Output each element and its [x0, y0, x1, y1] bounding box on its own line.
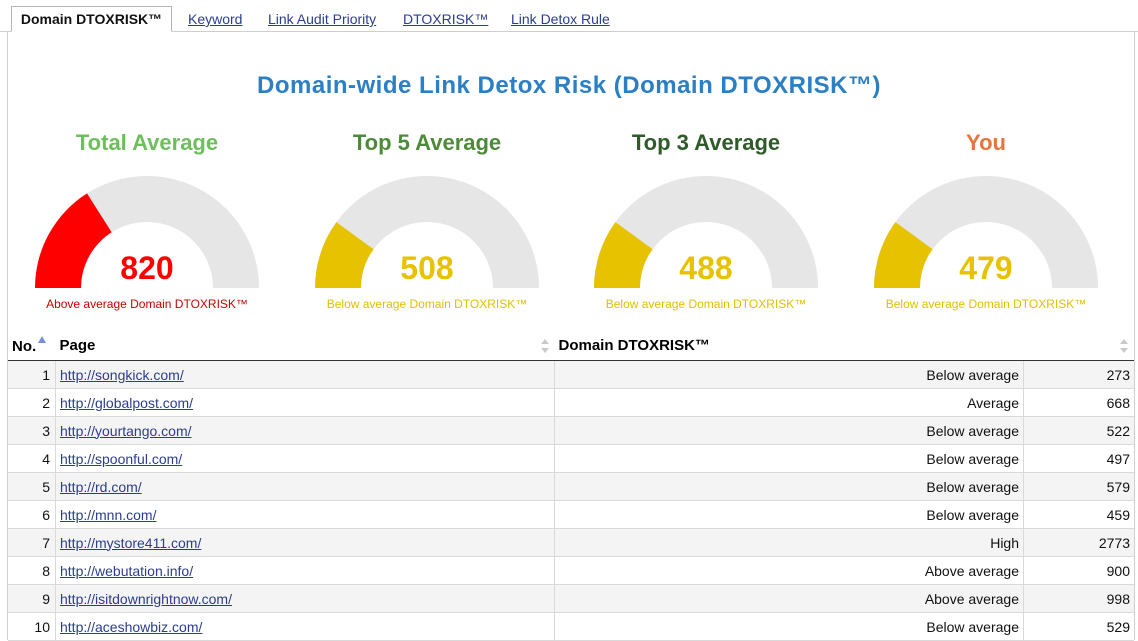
- row-number: 7: [8, 528, 56, 557]
- gauge-value-total-average: 820: [120, 250, 174, 286]
- tab-keyword[interactable]: Keyword: [188, 11, 243, 27]
- risk-level-cell: Below average: [554, 472, 1024, 501]
- tab-bar: Domain DTOXRISK™ Keyword Link Audit Prio…: [0, 0, 1138, 32]
- gauge-title-you: You: [966, 130, 1006, 155]
- gauge-value-top3-average: 488: [679, 250, 733, 286]
- tab-link-audit-priority[interactable]: Link Audit Priority: [268, 11, 377, 27]
- column-header-no-label: No.: [12, 338, 37, 355]
- page-cell: http://yourtango.com/: [55, 416, 555, 445]
- column-header-no[interactable]: No.: [8, 331, 56, 361]
- row-number: 5: [8, 472, 56, 501]
- risk-level-cell: Above average: [554, 584, 1024, 613]
- page-title: Domain-wide Link Detox Risk (Domain DTOX…: [257, 72, 881, 99]
- gauge-desc-top5-average: Below average Domain DTOXRISK™: [326, 297, 528, 311]
- page-cell: http://songkick.com/: [55, 360, 555, 389]
- gauge-title-top5-average: Top 5 Average: [352, 130, 502, 155]
- sort-icon: [540, 339, 549, 353]
- page-link[interactable]: http://isitdownrightnow.com/: [60, 590, 232, 607]
- gauge-you: [874, 175, 1098, 288]
- row-number: 8: [8, 556, 56, 585]
- page-cell: http://mnn.com/: [55, 500, 555, 529]
- risk-score-cell: 497: [1023, 444, 1134, 473]
- page-link[interactable]: http://globalpost.com/: [60, 394, 194, 411]
- table-body: 1 http://songkick.com/Below average 273 2 ht…: [8, 360, 1134, 641]
- gauge-desc-you: Below average Domain DTOXRISK™: [885, 297, 1087, 311]
- page-link[interactable]: http://webutation.info/: [60, 562, 194, 579]
- gauge-desc-top3-average: Below average Domain DTOXRISK™: [605, 297, 807, 311]
- risk-score-cell: 2773: [1023, 528, 1134, 557]
- risk-level-cell: Below average: [554, 612, 1024, 641]
- row-number: 1: [8, 360, 56, 389]
- column-header-risk-label: Domain DTOXRISK™: [558, 337, 710, 354]
- risk-score-cell: 668: [1023, 388, 1134, 417]
- gauge-title-top3-average: Top 3 Average: [631, 130, 781, 155]
- risk-level-cell: Below average: [554, 500, 1024, 529]
- table-row: 1 http://songkick.com/Below average 273: [8, 360, 1134, 389]
- tab-domain-dtoxrisk[interactable]: Domain DTOXRISK™: [11, 6, 172, 32]
- page-link[interactable]: http://rd.com/: [60, 478, 142, 495]
- page-cell: http://globalpost.com/: [55, 388, 555, 417]
- risk-level-cell: Below average: [554, 416, 1024, 445]
- page-cell: http://webutation.info/: [55, 556, 555, 585]
- page-link[interactable]: http://songkick.com/: [60, 366, 184, 383]
- page-link[interactable]: http://yourtango.com/: [60, 422, 192, 439]
- sort-ascending-icon: [38, 336, 47, 343]
- column-header-page[interactable]: Page: [55, 331, 555, 361]
- tab-dtoxrisk[interactable]: DTOXRISK™: [403, 11, 489, 27]
- row-number: 10: [8, 612, 56, 641]
- page-link[interactable]: http://mystore411.com/: [60, 534, 202, 551]
- results-table: No. Page Domain DTOXRISK™ 1 http://songki…: [8, 331, 1134, 641]
- gauge-top3-average: [594, 175, 818, 288]
- risk-score-cell: 273: [1023, 360, 1134, 389]
- row-number: 2: [8, 388, 56, 417]
- page-cell: http://rd.com/: [55, 472, 555, 501]
- content-border-left: [7, 31, 8, 640]
- page-cell: http://aceshowbiz.com/: [55, 612, 555, 641]
- risk-score-cell: 529: [1023, 612, 1134, 641]
- gauge-top5-average: [315, 175, 539, 288]
- gauge-value-you: 479: [959, 250, 1013, 286]
- column-header-risk[interactable]: Domain DTOXRISK™: [554, 331, 1134, 361]
- page-link[interactable]: http://aceshowbiz.com/: [60, 618, 203, 635]
- table-row: 4 http://spoonful.com/Below average 497: [8, 444, 1134, 473]
- content-border-right: [1134, 31, 1135, 640]
- risk-score-cell: 579: [1023, 472, 1134, 501]
- page-cell: http://mystore411.com/: [55, 528, 555, 557]
- gauge-total-average: [35, 175, 259, 288]
- risk-score-cell: 998: [1023, 584, 1134, 613]
- risk-level-cell: Below average: [554, 360, 1024, 389]
- table-row: 8 http://webutation.info/Above average 900: [8, 556, 1134, 585]
- table-header-row: No. Page Domain DTOXRISK™: [8, 331, 1134, 361]
- table-row: 2 http://globalpost.com/Average 668: [8, 388, 1134, 417]
- sort-icon: [1120, 339, 1128, 353]
- table-row: 6 http://mnn.com/Below average 459: [8, 500, 1134, 529]
- tab-bar-divider: [0, 31, 1138, 32]
- risk-level-cell: Above average: [554, 556, 1024, 585]
- table-row: 3 http://yourtango.com/Below average 522: [8, 416, 1134, 445]
- table-row: 9 http://isitdownrightnow.com/Above avera…: [8, 584, 1134, 613]
- page-cell: http://spoonful.com/: [55, 444, 555, 473]
- row-number: 6: [8, 500, 56, 529]
- page-link[interactable]: http://spoonful.com/: [60, 450, 183, 467]
- table-row: 10 http://aceshowbiz.com/Below average 529: [8, 612, 1134, 641]
- risk-level-cell: Average: [554, 388, 1024, 417]
- risk-score-cell: 459: [1023, 500, 1134, 529]
- tab-link-detox-rule[interactable]: Link Detox Rule: [511, 11, 610, 27]
- risk-score-cell: 522: [1023, 416, 1134, 445]
- gauge-desc-total-average: Above average Domain DTOXRISK™: [46, 297, 248, 311]
- gauge-value-top5-average: 508: [400, 250, 454, 286]
- risk-level-cell: Below average: [554, 444, 1024, 473]
- table-row: 5 http://rd.com/Below average 579: [8, 472, 1134, 501]
- risk-score-cell: 900: [1023, 556, 1134, 585]
- gauge-title-total-average: Total Average: [75, 130, 219, 155]
- page-cell: http://isitdownrightnow.com/: [55, 584, 555, 613]
- row-number: 4: [8, 444, 56, 473]
- table-row: 7 http://mystore411.com/High 2773: [8, 528, 1134, 557]
- column-header-page-label: Page: [59, 337, 96, 354]
- risk-level-cell: High: [554, 528, 1024, 557]
- row-number: 3: [8, 416, 56, 445]
- page-link[interactable]: http://mnn.com/: [60, 506, 157, 523]
- row-number: 9: [8, 584, 56, 613]
